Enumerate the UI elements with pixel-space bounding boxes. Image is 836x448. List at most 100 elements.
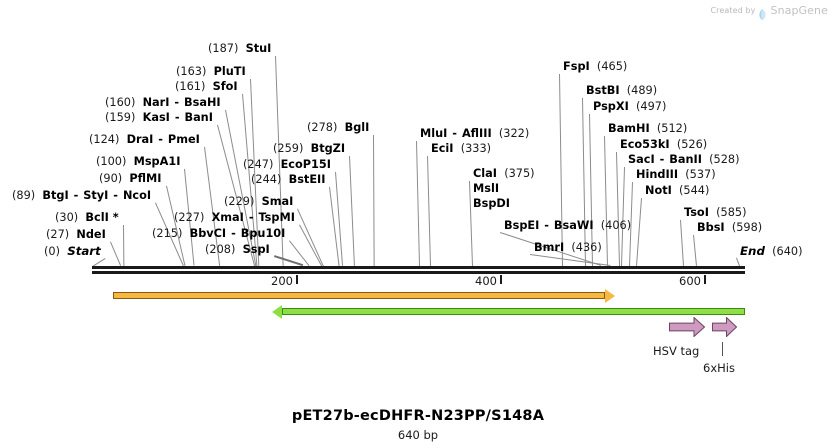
label-spacer [725,221,732,234]
restriction-site-label[interactable]: BstBI (489) [586,85,657,97]
name-separator: - [227,227,240,240]
restriction-site-label[interactable]: (227) XmaI - TspMI [174,212,295,224]
ruler-tick [704,275,706,284]
enzyme-name: NcoI [122,189,152,202]
site-enzyme-names: PluTI [214,65,246,78]
restriction-site-label[interactable]: (159) KasI - BanI [105,112,213,124]
restriction-site-label[interactable]: (247) EcoP15I [243,159,331,171]
site-position: (89) [12,189,36,202]
restriction-site-label[interactable]: (0) Start [44,245,101,258]
feature-arrow-orf-orange[interactable] [113,292,605,299]
enzyme-name: Start [67,244,101,258]
enzyme-name: StyI [83,189,109,202]
site-position: (208) [205,243,236,256]
restriction-site-label[interactable]: BbsI (598) [697,222,762,234]
page-title: pET27b-ecDHFR-N23PP/S148A [291,408,545,424]
site-enzyme-names: SmaI [262,195,294,208]
restriction-site-label[interactable]: SacI - BanII (528) [628,154,740,166]
leader-line [680,219,684,266]
site-enzyme-names: MluI - AflIII [420,127,492,140]
leader-line [122,224,124,266]
watermark-brand-text: SnapGene [770,4,828,17]
restriction-site-label[interactable]: (124) DraI - PmeI [89,134,200,146]
sequence-backbone-gap [92,269,745,271]
tag-arrow[interactable] [669,317,705,337]
restriction-site-label[interactable]: End (640) [740,245,802,258]
restriction-site-label[interactable]: ClaI (375) [473,168,535,180]
enzyme-name: BglI [344,121,370,134]
label-spacer [670,138,677,151]
site-position: (322) [498,127,530,140]
restriction-site-label[interactable]: BmrI (436) [534,242,602,254]
restriction-site-label[interactable]: (259) BtgZI [273,143,345,155]
restriction-site-label[interactable]: EciI (333) [431,143,491,155]
leader-line [109,241,121,266]
site-enzyme-names: MslI [473,182,499,195]
enzyme-name: PflMI [129,172,162,185]
restriction-site-label[interactable]: MslI [473,183,499,195]
site-position: (30) [55,211,79,224]
restriction-site-label[interactable]: TsoI (585) [684,207,746,219]
site-enzyme-names: NarI - BsaHI [143,96,221,109]
restriction-site-label[interactable]: (100) MspA1I [96,156,180,168]
restriction-site-label[interactable]: (90) PflMI [99,173,162,185]
enzyme-name: ClaI [473,167,497,180]
restriction-site-label[interactable]: MluI - AflIII (322) [420,128,529,140]
restriction-site-label[interactable]: FspI (465) [563,61,627,73]
tag-label: 6xHis [703,361,735,375]
site-position: (497) [636,100,667,113]
enzyme-name: BamHI [608,122,650,135]
label-spacer [590,60,597,73]
site-enzyme-names: BbvCI - Bpu10I [190,227,286,240]
site-enzyme-names: BamHI [608,122,650,135]
enzyme-name: MspA1I [133,155,181,168]
site-enzyme-names: End [740,245,765,258]
enzyme-name: PluTI [213,65,246,78]
label-spacer [303,142,310,155]
restriction-site-label[interactable]: (163) PluTI [176,66,246,78]
site-position: (244) [251,173,282,186]
site-enzyme-names: SacI - BanII [628,153,702,166]
enzyme-name: TsoI [684,206,709,219]
restriction-site-label[interactable]: HindIII (537) [636,169,716,181]
leader-line [349,155,355,266]
enzyme-name: BsaWI [553,219,594,232]
restriction-site-label[interactable]: NotI (544) [645,185,709,197]
feature-arrow-orf-green[interactable] [282,308,745,315]
restriction-site-label[interactable]: (187) StuI [208,43,271,55]
label-spacer [620,84,627,97]
enzyme-name: BstBI [586,84,620,97]
restriction-site-label[interactable]: BspEI - BsaWI (406) [504,220,631,232]
restriction-site-label[interactable]: (30) BclI * [55,212,119,224]
restriction-site-label[interactable]: (208) SspI [205,244,270,256]
label-spacer [650,122,657,135]
site-enzyme-names: BstEII [289,173,326,186]
tag-arrow[interactable] [712,317,737,337]
leader-line [693,234,697,266]
restriction-site-label[interactable]: BspDI [473,198,510,210]
leader-line [298,224,322,266]
restriction-site-label[interactable]: (215) BbvCI - Bpu10I [152,228,285,240]
site-enzyme-names: BtgI - StyI - NcoI [42,189,151,202]
restriction-site-label[interactable]: (244) BstEII [251,174,325,186]
leader-line [736,257,740,266]
restriction-site-label[interactable]: Eco53kI (526) [620,139,707,151]
restriction-site-label[interactable]: PspXI (497) [593,101,666,113]
restriction-site-label[interactable]: (161) SfoI [175,81,238,93]
restriction-site-label[interactable]: (278) BglI [307,122,369,134]
restriction-site-label[interactable]: (27) NdeI [46,229,106,241]
enzyme-name: MluI [420,127,448,140]
site-position: (585) [716,206,747,219]
restriction-site-label[interactable]: BamHI (512) [608,123,687,135]
restriction-site-label[interactable]: (160) NarI - BsaHI [105,97,221,109]
site-enzyme-names: NotI [645,184,672,197]
enzyme-name: KasI [142,111,170,124]
label-spacer [205,80,212,93]
leader-line [616,151,620,266]
label-spacer [135,96,142,109]
label-spacer [273,158,280,171]
restriction-site-label[interactable]: (89) BtgI - StyI - NcoI [12,190,151,202]
restriction-site-label[interactable]: (229) SmaI [224,196,293,208]
name-separator: - [154,133,167,146]
enzyme-name: SmaI [261,195,294,208]
